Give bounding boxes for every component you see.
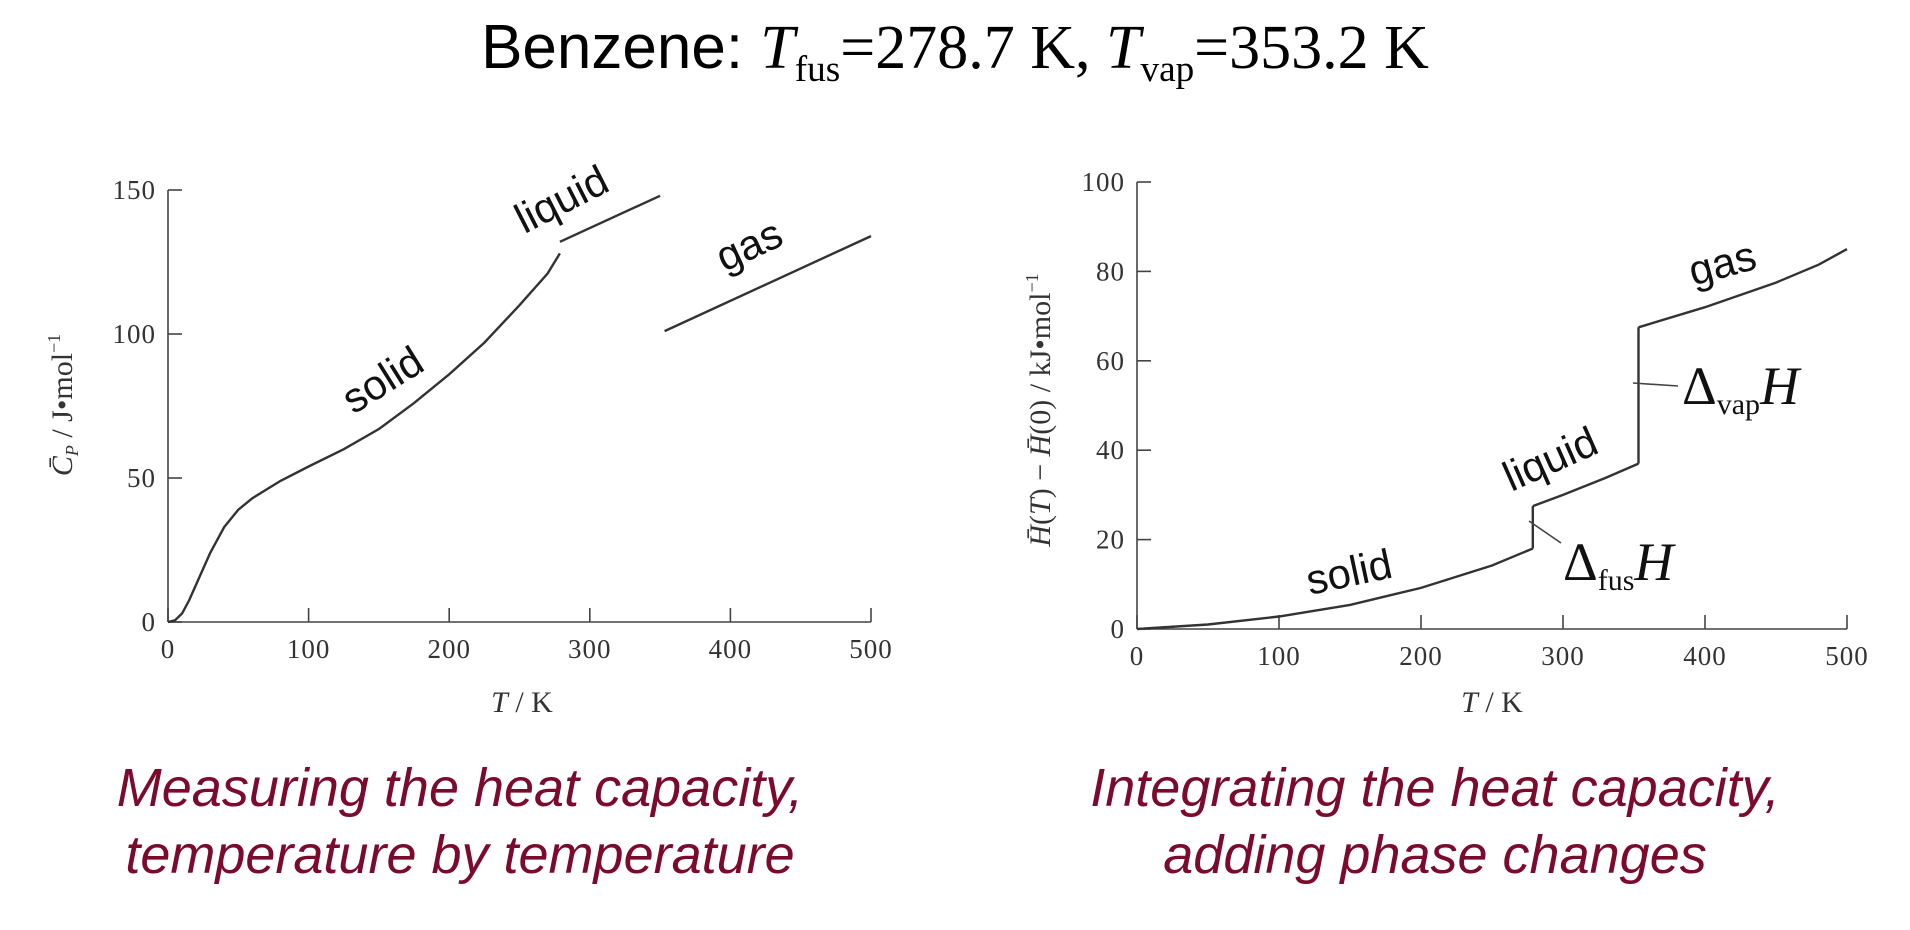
caption-left-line-1: Measuring the heat capacity, (116, 758, 804, 818)
cp-series-liquid (559, 194, 661, 243)
h-x-tick-label: 300 (1541, 641, 1585, 671)
cp-x-tick-label: 200 (427, 634, 471, 664)
cp-series-gas (664, 235, 872, 333)
h-region-label-solid: solid (1302, 540, 1396, 604)
caption-left-line-2: temperature by temperature (125, 825, 795, 885)
cp-region-label-solid: solid (333, 337, 431, 423)
h-series-solid (1136, 547, 1534, 631)
caption-right: Integrating the heat capacity, adding ph… (985, 755, 1885, 889)
vap-annotation-leader (1632, 382, 1679, 387)
h-y-tick-label: 60 (1096, 346, 1125, 376)
h-x-tick-label: 100 (1257, 641, 1301, 671)
h-ticks: 0 100 200 300 400 500 0 20 40 60 80 100 (1082, 167, 1869, 671)
h-y-tick-label: 40 (1096, 435, 1125, 465)
enthalpy-chart: 0 100 200 300 400 500 0 20 40 60 80 100 ΔfusH ΔvapH… (1022, 167, 1869, 719)
cp-x-axis-title: T / K (491, 686, 553, 719)
h-region-label-gas: gas (1683, 232, 1761, 295)
cp-y-tick-label: 150 (113, 175, 157, 205)
heat-capacity-chart: 0 100 200 300 400 500 0 50 100 150 solid liquid g… (44, 156, 893, 719)
cp-y-tick-label: 100 (113, 319, 157, 349)
caption-left: Measuring the heat capacity, temperature… (10, 755, 910, 889)
h-y-tick-label: 100 (1082, 167, 1126, 197)
title-t-vap-symbol: T (1105, 14, 1141, 82)
cp-ticks: 0 100 200 300 400 500 0 50 100 150 (113, 175, 893, 664)
h-x-tick-label: 0 (1130, 641, 1145, 671)
cp-region-label-gas: gas (708, 209, 789, 280)
title-t-fus-symbol: T (760, 14, 795, 82)
h-series-liquid (1532, 462, 1639, 508)
h-x-tick-label: 500 (1825, 641, 1869, 671)
cp-x-tick-label: 400 (709, 634, 753, 664)
h-curves (1136, 248, 1848, 631)
cp-x-tick-label: 100 (287, 634, 331, 664)
cp-x-tick-label: 300 (568, 634, 612, 664)
h-y-tick-label: 0 (1111, 614, 1126, 644)
title-vap-value: =353.2 K (1194, 14, 1429, 82)
cp-y-tick-label: 50 (127, 463, 156, 493)
h-y-tick-label: 20 (1096, 525, 1125, 555)
caption-right-line-1: Integrating the heat capacity, (1090, 758, 1780, 818)
h-region-label-liquid: liquid (1496, 417, 1605, 500)
cp-curves (167, 194, 872, 624)
h-y-axis-title: H̄(T) − H̄(0) / kJ•mol−1 (1022, 273, 1057, 547)
h-x-tick-label: 400 (1683, 641, 1727, 671)
title-prefix: Benzene: (481, 13, 761, 82)
title-fus-subscript: fus (794, 49, 841, 91)
fus-annotation: ΔfusH (1563, 532, 1676, 597)
h-series-gas (1638, 248, 1848, 329)
cp-series-solid (167, 252, 561, 624)
cp-region-label-liquid: liquid (507, 156, 616, 242)
caption-right-line-2: adding phase changes (1163, 825, 1707, 885)
title-fus-value: =278.7 K, (840, 14, 1106, 82)
cp-x-tick-label: 500 (849, 634, 893, 664)
fus-annotation-leader (1528, 520, 1562, 544)
h-x-axis-title: T / K (1461, 686, 1523, 719)
page-title: Benzene: Tfus=278.7 K, Tvap=353.2 K (0, 8, 1910, 110)
vap-annotation: ΔvapH (1682, 356, 1802, 421)
title-vap-subscript: vap (1140, 49, 1195, 91)
cp-y-tick-label: 0 (142, 607, 157, 637)
h-y-tick-label: 80 (1096, 256, 1125, 286)
h-x-tick-label: 200 (1399, 641, 1443, 671)
cp-y-axis-title: C̄P / J•mol−1 (44, 334, 82, 476)
cp-x-tick-label: 0 (161, 634, 176, 664)
